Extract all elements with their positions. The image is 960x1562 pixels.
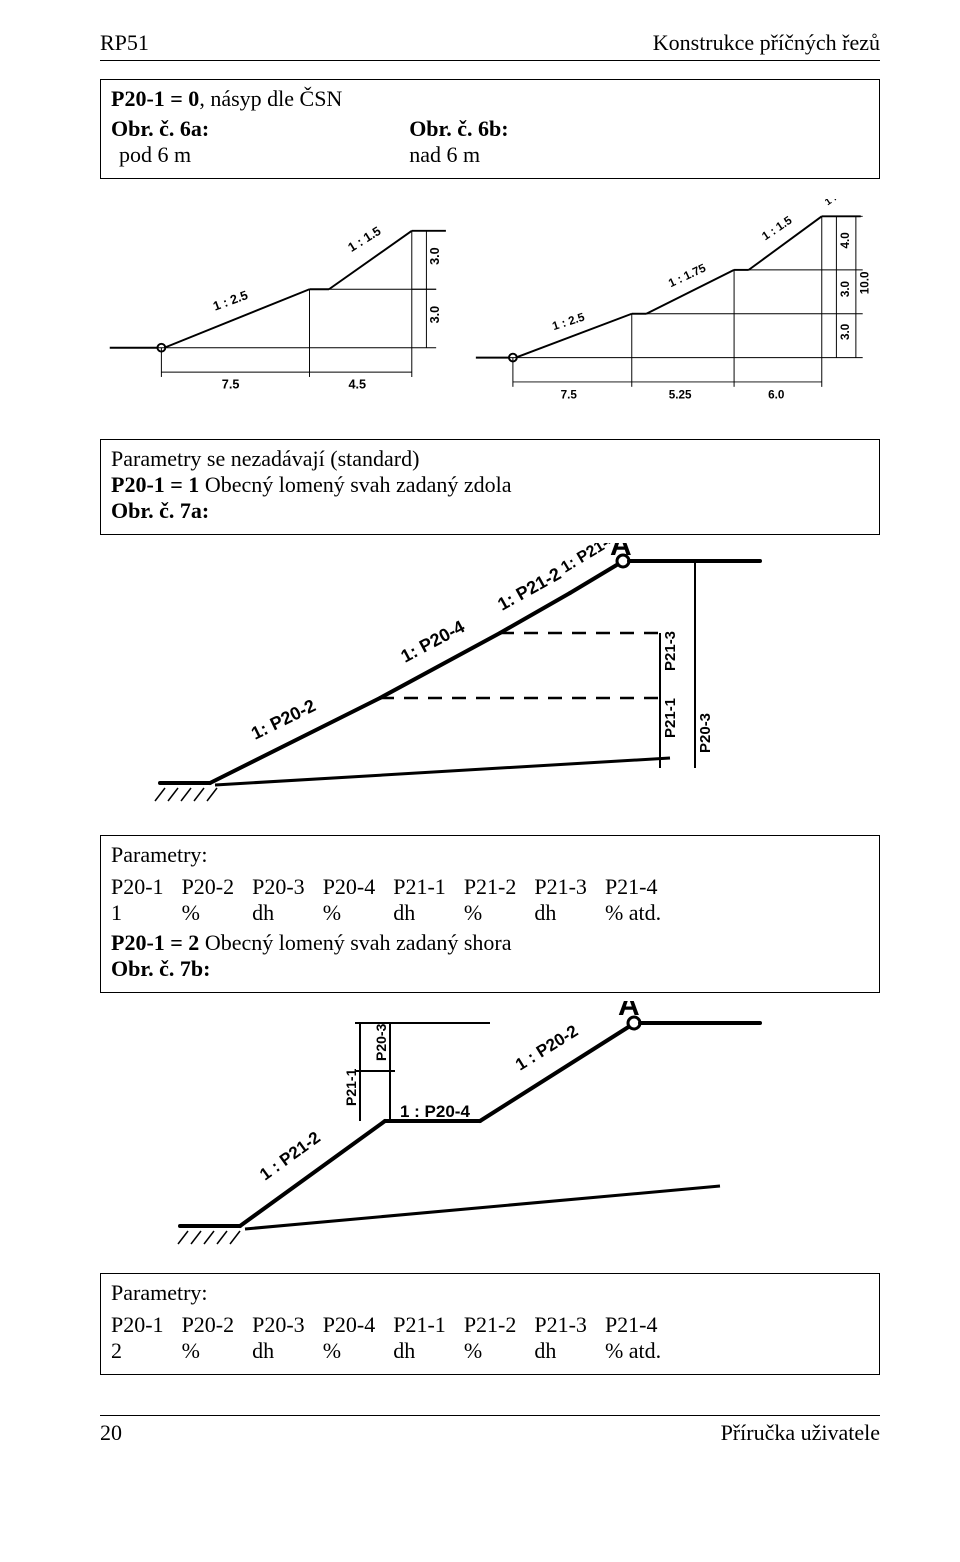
fig7a-l2: 1: P20-4 <box>397 616 467 666</box>
b3-fig: Obr. č. 7b: <box>111 956 869 982</box>
fig7b: A 1 : P21-2 1 : P20-4 1 : P20-2 P21-1 P2… <box>160 1001 780 1261</box>
block2: Parametry se nezadávají (standard) P20-1… <box>100 439 880 535</box>
b3-h2: P20-3 <box>252 874 305 900</box>
fig7a-v1: P21-1 <box>662 698 679 738</box>
b4-heading: Parametry: <box>111 1280 869 1306</box>
b4-r3: % <box>323 1338 376 1364</box>
fig6b-d1: 7.5 <box>560 389 577 402</box>
b3-title-a: P20-1 = 2 <box>111 930 199 955</box>
fig7a: A 1: P20-2 1: P20-4 1: P21-2 1: P21-4 P2… <box>140 543 780 823</box>
b3-r7: % atd. <box>605 900 661 926</box>
b1-sub-a: pod 6 m <box>111 142 209 168</box>
b4-r2: dh <box>252 1338 305 1364</box>
b3-h3: P20-4 <box>323 874 376 900</box>
fig7b-v1: P21-1 <box>343 1068 359 1106</box>
fig6b-d3: 6.0 <box>768 389 785 402</box>
fig7b-l2: 1 : P20-4 <box>400 1102 470 1121</box>
fig7a-l1: 1: P20-2 <box>248 695 319 743</box>
b3-h7: P21-4 <box>605 874 661 900</box>
fig6b-h2: 3.0 <box>839 280 852 297</box>
b4-h1: P20-2 <box>182 1312 235 1338</box>
header-left: RP51 <box>100 30 149 56</box>
fig6b-s4: 1 : 1.5 <box>823 199 853 208</box>
fig6b-d2: 5.25 <box>669 389 692 402</box>
b1-title-a: P20-1 = 0 <box>111 86 199 111</box>
fig6b-h1: 3.0 <box>839 323 852 340</box>
fig7b-l3: 1 : P20-2 <box>512 1021 581 1074</box>
fig7a-v2: P21-3 <box>662 631 679 671</box>
block1: P20-1 = 0, násyp dle ČSN Obr. č. 6a: pod… <box>100 79 880 179</box>
b4-h4: P21-1 <box>393 1312 446 1338</box>
b3-r6: dh <box>534 900 587 926</box>
b3-r4: dh <box>393 900 446 926</box>
b3-r5: % <box>464 900 517 926</box>
block3: Parametry: P20-1 P20-2 P20-3 P20-4 P21-1… <box>100 835 880 993</box>
fig7b-l1: 1 : P21-2 <box>256 1128 324 1184</box>
b3-h0: P20-1 <box>111 874 164 900</box>
b4-h0: P20-1 <box>111 1312 164 1338</box>
fig6a-d2: 4.5 <box>348 378 366 392</box>
fig6a-hbot: 3.0 <box>428 306 442 324</box>
fig7a-l3: 1: P21-2 <box>494 564 564 615</box>
b1-fig-b: Obr. č. 6b: <box>409 116 508 142</box>
header-right: Konstrukce příčných řezů <box>653 30 880 56</box>
b3-h1: P20-2 <box>182 874 235 900</box>
fig7b-A: A <box>618 1001 640 1022</box>
fig7b-v2: P20-3 <box>373 1023 389 1061</box>
b1-sub-b: nad 6 m <box>409 142 508 168</box>
fig6a: 1 : 2.5 1 : 1.5 3.0 3.0 7.5 4.5 <box>100 199 451 399</box>
fig6b: 1 : 2.5 1 : 1.75 1 : 1.5 1 : 1.5 3.0 3.0… <box>471 199 880 409</box>
b4-r1: % <box>182 1338 235 1364</box>
fig6a-slope1: 1 : 2.5 <box>211 288 250 313</box>
b4-h6: P21-3 <box>534 1312 587 1338</box>
b3-r2: dh <box>252 900 305 926</box>
b4-r5: % <box>464 1338 517 1364</box>
b2-fig: Obr. č. 7a: <box>111 498 869 524</box>
b4-h7: P21-4 <box>605 1312 661 1338</box>
b3-r1: % <box>182 900 235 926</box>
b3-r3: % <box>323 900 376 926</box>
b3-h5: P21-2 <box>464 874 517 900</box>
b4-h3: P20-4 <box>323 1312 376 1338</box>
b4-table: P20-1 P20-2 P20-3 P20-4 P21-1 P21-2 P21-… <box>111 1312 869 1364</box>
fig6a-htop: 3.0 <box>428 247 442 265</box>
b1-fig-a: Obr. č. 6a: <box>111 116 209 142</box>
b1-title-b: , násyp dle ČSN <box>199 86 342 111</box>
footer-right: Příručka uživatele <box>721 1420 880 1446</box>
fig6b-h3: 4.0 <box>839 232 852 249</box>
b3-heading: Parametry: <box>111 842 869 868</box>
fig7a-v3: P20-3 <box>697 713 714 753</box>
b3-h6: P21-3 <box>534 874 587 900</box>
b4-r7: % atd. <box>605 1338 661 1364</box>
b2-line1: Parametry se nezadávají (standard) <box>111 446 869 472</box>
b4-h5: P21-2 <box>464 1312 517 1338</box>
b3-r0: 1 <box>111 900 164 926</box>
b4-r4: dh <box>393 1338 446 1364</box>
fig6-row: 1 : 2.5 1 : 1.5 3.0 3.0 7.5 4.5 <box>100 191 880 421</box>
b2-title-b: Obecný lomený svah zadaný zdola <box>199 472 511 497</box>
b3-h4: P21-1 <box>393 874 446 900</box>
block4: Parametry: P20-1 P20-2 P20-3 P20-4 P21-1… <box>100 1273 880 1375</box>
fig6b-s3: 1 : 1.5 <box>759 214 794 244</box>
fig6b-s1: 1 : 2.5 <box>550 310 586 333</box>
b3-table: P20-1 P20-2 P20-3 P20-4 P21-1 P21-2 P21-… <box>111 874 869 926</box>
footer-left: 20 <box>100 1420 122 1446</box>
b4-r6: dh <box>534 1338 587 1364</box>
fig6a-slope2: 1 : 1.5 <box>346 224 384 255</box>
b3-title-b: Obecný lomený svah zadaný shora <box>199 930 511 955</box>
b2-title-a: P20-1 = 1 <box>111 472 199 497</box>
fig6a-d1: 7.5 <box>222 378 240 392</box>
b4-h2: P20-3 <box>252 1312 305 1338</box>
fig6b-htot: 10.0 <box>858 271 871 294</box>
b4-r0: 2 <box>111 1338 164 1364</box>
